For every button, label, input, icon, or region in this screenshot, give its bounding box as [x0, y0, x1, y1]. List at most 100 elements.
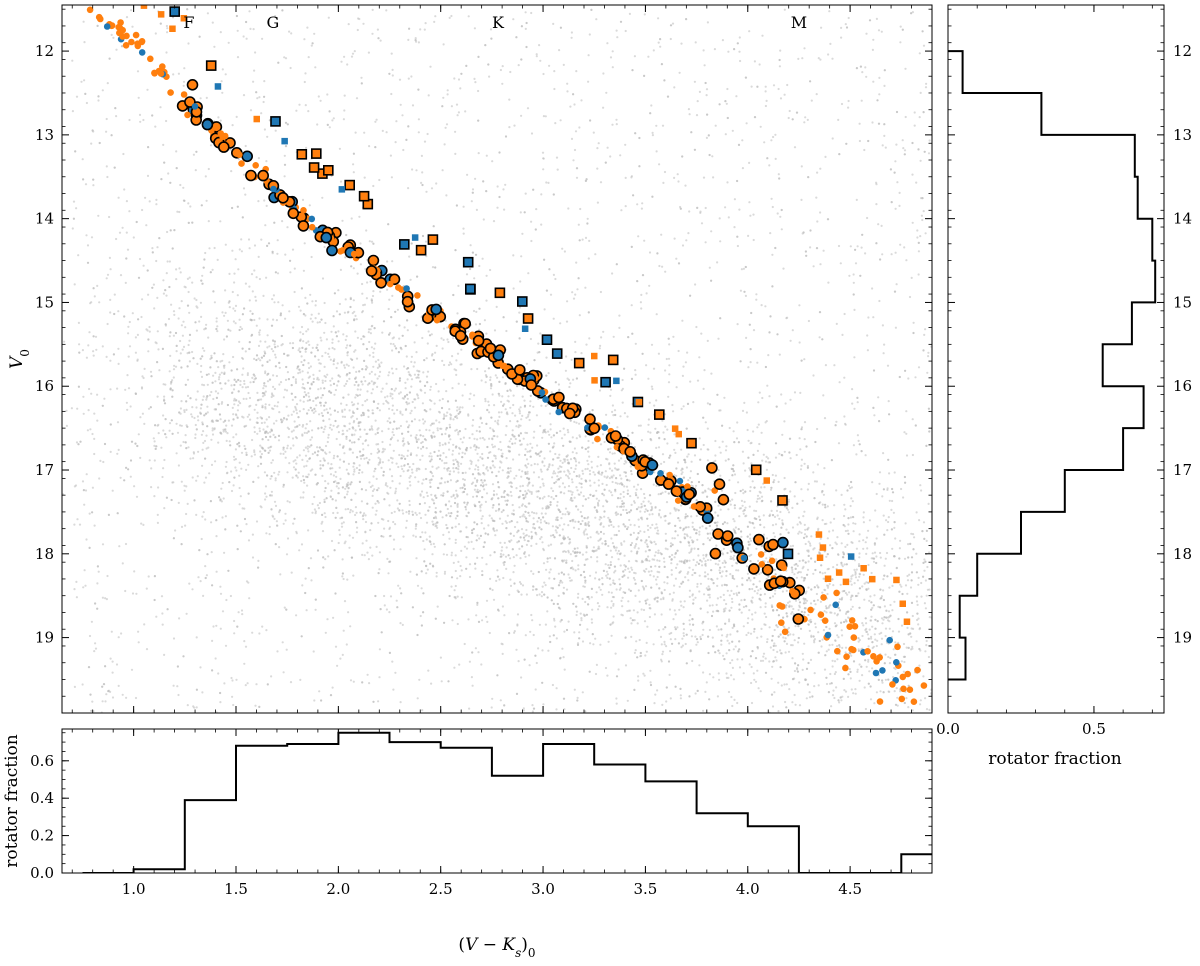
field-star-point — [313, 32, 316, 35]
field-star-point — [444, 432, 447, 435]
field-star-point — [254, 299, 258, 302]
field-star-point — [303, 38, 306, 41]
field-star-point — [381, 129, 384, 132]
field-star-point — [170, 303, 173, 306]
field-star-point — [751, 587, 754, 591]
field-star-point — [346, 63, 349, 66]
field-star-point — [447, 531, 450, 534]
field-star-point — [749, 486, 752, 489]
field-star-point — [127, 355, 130, 358]
field-star-point — [90, 236, 94, 239]
field-star-point — [674, 577, 678, 580]
field-star-point — [284, 57, 288, 60]
field-star-point — [819, 211, 822, 214]
field-star-point — [472, 495, 475, 498]
field-star-point — [403, 326, 406, 329]
field-star-point — [710, 372, 713, 375]
field-star-point — [757, 589, 760, 592]
field-star-point — [402, 455, 405, 458]
field-star-point — [499, 699, 502, 702]
field-star-point — [332, 325, 335, 328]
field-star-point — [673, 609, 676, 612]
field-star-point — [749, 579, 752, 582]
field-star-point — [157, 486, 160, 489]
field-star-point — [595, 497, 598, 500]
field-star-point — [875, 537, 878, 540]
field-star-point — [499, 440, 502, 444]
field-star-point — [245, 37, 248, 40]
field-star-point — [195, 398, 198, 401]
field-star-point — [358, 215, 361, 218]
field-star-point — [529, 400, 532, 403]
field-star-point — [663, 560, 666, 563]
field-star-point — [671, 403, 674, 407]
field-star-point — [927, 355, 930, 358]
field-star-point — [898, 191, 901, 194]
field-star-point — [376, 28, 379, 31]
field-star-point — [260, 112, 263, 115]
field-star-point — [391, 393, 394, 396]
field-star-point — [771, 473, 774, 477]
field-star-point — [590, 556, 593, 559]
field-star-point — [746, 428, 749, 432]
field-star-point — [258, 96, 261, 99]
field-star-point — [601, 433, 605, 436]
field-star-point — [682, 365, 685, 368]
field-star-point — [922, 521, 926, 524]
field-star-point — [718, 652, 721, 655]
field-star-point — [689, 476, 692, 479]
field-star-point — [461, 451, 464, 454]
field-star-point — [360, 500, 363, 503]
field-star-point — [580, 477, 583, 480]
field-star-point — [543, 520, 546, 523]
field-star-point — [378, 409, 381, 412]
field-star-point — [733, 698, 736, 702]
field-star-point — [657, 549, 660, 552]
field-star-point — [671, 553, 674, 557]
field-star-point — [273, 301, 276, 304]
field-star-point — [803, 121, 806, 124]
field-star-point — [476, 556, 479, 560]
field-star-point — [402, 444, 405, 447]
field-star-point — [105, 130, 108, 133]
field-star-point — [161, 612, 164, 615]
field-star-point — [386, 395, 389, 398]
field-star-point — [197, 419, 200, 422]
field-star-point — [382, 402, 385, 405]
field-star-point — [381, 440, 384, 444]
field-star-point — [782, 636, 785, 639]
field-star-point — [87, 344, 90, 347]
field-star-point — [526, 443, 529, 446]
field-star-point — [419, 614, 422, 618]
field-star-point — [429, 452, 432, 455]
field-star-point — [864, 66, 867, 69]
field-star-point — [590, 618, 593, 621]
field-star-point — [387, 519, 390, 523]
field-star-point — [453, 77, 456, 80]
field-star-point — [703, 593, 706, 596]
field-star-point — [694, 596, 697, 599]
field-star-point — [258, 329, 262, 332]
field-star-point — [681, 471, 684, 474]
field-star-point — [679, 694, 682, 697]
field-star-point — [710, 230, 713, 233]
field-star-point — [450, 14, 453, 18]
field-star-point — [446, 89, 449, 92]
field-star-point — [399, 701, 402, 704]
field-star-point — [746, 546, 750, 550]
field-star-point — [138, 257, 142, 261]
field-star-point — [764, 602, 767, 605]
field-star-point — [860, 99, 863, 102]
field-star-point — [454, 569, 457, 573]
field-star-point — [651, 513, 654, 516]
field-star-point — [401, 509, 404, 512]
field-star-point — [227, 419, 230, 422]
field-star-point — [268, 359, 271, 362]
field-star-point — [736, 594, 739, 597]
field-star-point — [604, 666, 608, 670]
field-star-point — [891, 547, 894, 550]
field-star-point — [564, 513, 567, 516]
field-star-point — [504, 499, 507, 502]
field-star-point — [785, 528, 788, 531]
field-star-point — [696, 379, 700, 382]
